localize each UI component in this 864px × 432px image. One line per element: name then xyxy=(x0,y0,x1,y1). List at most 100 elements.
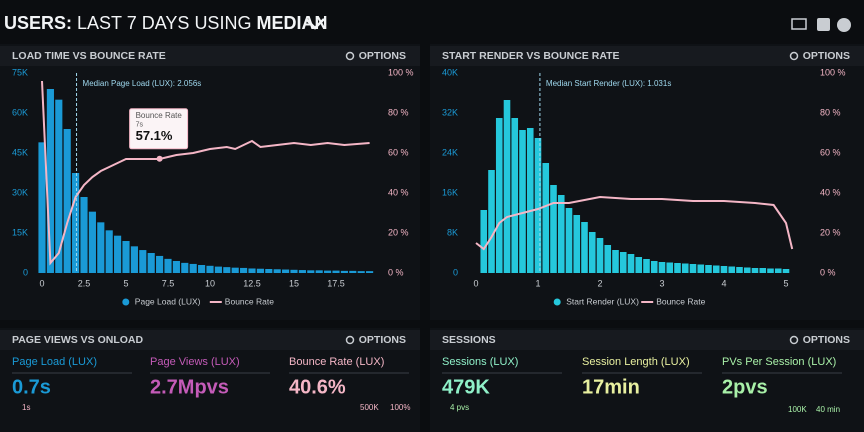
panel-title: SESSIONS xyxy=(442,334,496,346)
note: 40 min xyxy=(816,405,840,414)
stat-label: Sessions (LUX) xyxy=(442,356,518,368)
y2-tick-label: 100 % xyxy=(820,67,846,77)
options-icon xyxy=(789,335,799,345)
bar xyxy=(46,89,54,273)
y-tick-label: 16K xyxy=(442,187,458,197)
stat-value: 17min xyxy=(582,376,640,398)
options-button[interactable]: OPTIONS xyxy=(803,334,850,346)
bar xyxy=(666,262,674,273)
panel-title: START RENDER VS BOUNCE RATE xyxy=(442,50,620,62)
legend-label: Page Load (LUX) xyxy=(135,296,201,306)
monitor-icon[interactable] xyxy=(791,18,807,30)
stat-value: 40.6% xyxy=(289,376,346,398)
y2-tick-label: 60 % xyxy=(820,147,841,157)
bar xyxy=(206,265,214,273)
bar xyxy=(282,269,290,273)
x-tick-label: 10 xyxy=(205,278,215,288)
bar xyxy=(315,270,323,273)
y2-tick-label: 40 % xyxy=(388,187,409,197)
bar xyxy=(63,129,71,273)
stat-value: 2pvs xyxy=(722,376,768,398)
bar xyxy=(164,258,172,273)
bar xyxy=(181,262,189,273)
x-tick-label: 5 xyxy=(783,278,788,288)
bar xyxy=(612,250,619,273)
bar xyxy=(596,238,604,273)
note: 4 pvs xyxy=(450,403,469,412)
bar xyxy=(357,271,365,273)
bar xyxy=(307,270,315,273)
panel-header xyxy=(0,330,420,350)
y-tick-label: 30K xyxy=(12,187,28,197)
bar xyxy=(751,268,759,273)
header-title: USERS: LAST 7 DAYS USING MEDIAN xyxy=(4,13,327,33)
y2-tick-label: 20 % xyxy=(388,227,409,237)
x-tick-label: 17.5 xyxy=(327,278,345,288)
header-part: USERS: xyxy=(4,13,72,33)
bar xyxy=(130,246,138,273)
tooltip-point xyxy=(156,155,163,162)
bar xyxy=(80,197,88,273)
tooltip-name: Bounce Rate xyxy=(136,111,183,120)
stat-label: PVs Per Session (LUX) xyxy=(722,356,836,368)
y2-tick-label: 60 % xyxy=(388,147,409,157)
bar xyxy=(697,264,705,273)
dropdown-chevron[interactable] xyxy=(305,18,325,30)
bar xyxy=(581,222,588,273)
bar xyxy=(557,195,565,273)
tooltip-time: 7s xyxy=(136,122,144,129)
bar xyxy=(728,266,736,273)
y-tick-label: 8K xyxy=(447,227,458,237)
header-part: USING xyxy=(194,13,251,33)
bar xyxy=(743,267,751,273)
y2-tick-label: 20 % xyxy=(820,227,841,237)
panel-header xyxy=(430,330,864,350)
bar xyxy=(72,173,80,273)
tooltip-box xyxy=(129,108,189,150)
x-tick-label: 15 xyxy=(289,278,299,288)
bar xyxy=(332,270,340,273)
bar xyxy=(290,269,298,273)
panel-header xyxy=(0,46,420,66)
median-label: Median Page Load (LUX): 2.056s xyxy=(83,79,202,88)
bar xyxy=(248,268,256,273)
legend-label: Start Render (LUX) xyxy=(566,296,639,306)
y2-tick-label: 80 % xyxy=(820,107,841,117)
x-tick-label: 12.5 xyxy=(243,278,261,288)
help-icon[interactable] xyxy=(837,18,851,32)
bar xyxy=(658,262,666,273)
bar xyxy=(240,267,248,273)
panel-header xyxy=(430,46,864,66)
bar xyxy=(503,100,511,273)
x-tick-label: 0 xyxy=(473,278,478,288)
y-tick-label: 0 xyxy=(453,267,458,277)
bar xyxy=(298,270,306,273)
x-tick-label: 3 xyxy=(659,278,664,288)
bar xyxy=(550,185,557,273)
y-tick-label: 40K xyxy=(442,67,458,77)
bar xyxy=(573,215,581,273)
legend-label: Bounce Rate xyxy=(656,296,705,306)
tooltip-value: 57.1% xyxy=(136,128,173,143)
options-button[interactable]: OPTIONS xyxy=(359,334,406,346)
note: 100K xyxy=(788,405,807,414)
bar xyxy=(681,263,689,273)
note: 500K xyxy=(360,403,379,412)
bar xyxy=(223,267,231,273)
y2-tick-label: 0 % xyxy=(820,267,836,277)
bar xyxy=(542,163,550,273)
options-button[interactable]: OPTIONS xyxy=(359,50,406,62)
note: 1s xyxy=(22,403,30,412)
bar xyxy=(782,269,790,273)
options-button[interactable]: OPTIONS xyxy=(803,50,850,62)
bar xyxy=(231,267,239,273)
stat-label: Bounce Rate (LUX) xyxy=(289,356,384,368)
y2-tick-label: 0 % xyxy=(388,267,404,277)
bar xyxy=(565,208,573,273)
bar xyxy=(480,210,488,273)
bar xyxy=(526,128,534,273)
chart-icon[interactable] xyxy=(817,18,830,31)
header-part[interactable]: MEDIAN xyxy=(256,13,327,33)
bar xyxy=(88,211,96,273)
